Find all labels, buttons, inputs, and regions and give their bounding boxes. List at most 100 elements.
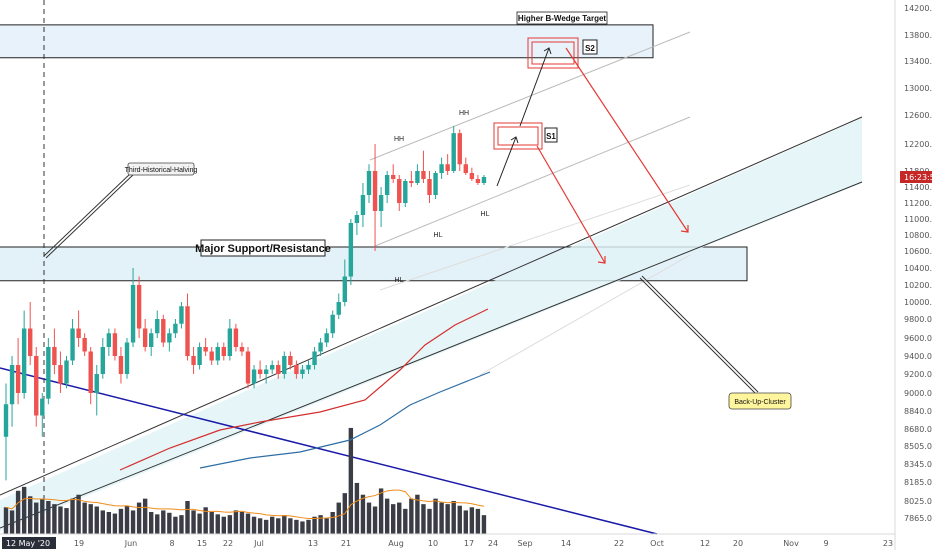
arrow-head	[680, 225, 689, 233]
y-tick-label: 9200.00	[904, 370, 932, 379]
y-tick-label: 9800.00	[904, 315, 932, 324]
volume-bar	[130, 510, 136, 534]
candle-body	[251, 369, 257, 384]
candle-body	[161, 319, 166, 343]
y-tick-label: 12200.00	[904, 140, 932, 149]
volume-bar	[112, 513, 118, 534]
candle-body	[136, 285, 142, 329]
y-tick-label: 14200.00	[904, 4, 932, 13]
candle-body	[34, 356, 39, 416]
volume-bar	[179, 515, 184, 534]
volume-bar	[161, 510, 166, 534]
candle-body	[288, 356, 293, 365]
current-price-tag	[900, 171, 932, 183]
candle-body	[384, 175, 390, 195]
x-tick-label: 24	[488, 539, 498, 548]
halving-label-box	[127, 162, 195, 176]
ma-red-line	[119, 308, 489, 471]
candle-body	[15, 365, 21, 393]
candle-body	[106, 333, 112, 347]
channel-lower-line	[0, 181, 863, 529]
volume-bar	[463, 510, 468, 534]
target-label: Higher B-Wedge Target	[518, 14, 606, 23]
candle-body	[118, 356, 124, 374]
candle-body	[457, 133, 462, 165]
volume-bar	[3, 507, 9, 534]
y-tick-label: 8185.00	[904, 478, 932, 487]
red-arrow-s1-down	[536, 145, 606, 264]
y-tick-label: 9400.00	[904, 352, 932, 361]
candle-body	[433, 173, 438, 195]
volume-bar	[167, 512, 172, 534]
candle-body	[21, 328, 27, 393]
volume-bar	[124, 505, 130, 534]
candle-body	[481, 177, 487, 183]
y-tick-label: 10000.00	[904, 298, 932, 307]
candle-body	[348, 223, 354, 277]
volume-bar	[9, 510, 15, 534]
volume-bar	[82, 502, 87, 534]
volume-bar	[378, 488, 384, 534]
x-tick-label: 15	[197, 539, 207, 548]
volume-bar	[451, 501, 456, 534]
volume-bar	[149, 512, 154, 534]
wedge-mid-line	[374, 116, 691, 247]
candle-body	[203, 347, 208, 352]
x-axis-ticks: 12 May '20 19 Jun 8 15 22 Jul 13 21 Aug 10 17 24 Sep 1…	[2, 537, 893, 549]
x-tick-label: 10	[428, 539, 438, 548]
candle-body	[415, 171, 420, 183]
volume-bar	[270, 516, 275, 534]
candle-body	[263, 369, 269, 374]
candle-body	[300, 369, 305, 374]
s1-label-box	[544, 127, 558, 143]
x-tick-label: Nov	[783, 539, 799, 548]
volume-bar	[312, 516, 317, 534]
volume-bar	[354, 482, 360, 534]
channel-upper-line	[0, 116, 863, 496]
swing-label: HL	[481, 211, 490, 218]
candle-body	[445, 164, 450, 171]
volume-bar	[76, 494, 81, 534]
candle-body	[173, 323, 178, 334]
candle-body	[342, 276, 347, 302]
volume-bar	[330, 512, 335, 534]
halving-callout-line	[45, 173, 135, 259]
y-tick-label: 10600.00	[904, 247, 932, 256]
volume-bar	[40, 498, 45, 534]
volume-ma-line	[5, 489, 485, 519]
moving-averages	[119, 308, 491, 471]
volume-bar	[415, 494, 420, 534]
candle-body	[197, 347, 202, 365]
volume-bar	[221, 516, 226, 534]
candle-body	[142, 328, 148, 347]
volume-bar	[227, 515, 233, 534]
x-tick-label: 20	[733, 539, 743, 548]
volume-bar	[360, 494, 366, 534]
volume-bar	[118, 508, 124, 534]
y-tick-label: 8680.00	[904, 425, 932, 434]
volume-bar	[142, 498, 148, 534]
y-tick-label: 7865.00	[904, 514, 932, 523]
candle-body	[179, 306, 184, 324]
x-tick-label: 9	[823, 539, 828, 548]
volume-bar	[203, 507, 208, 534]
candle-body	[276, 365, 281, 374]
channel-lines	[0, 0, 863, 535]
volume-bar	[427, 508, 432, 534]
candle-body	[372, 171, 378, 211]
volume-bar	[155, 514, 160, 534]
volume-bar	[366, 502, 372, 534]
volume-bar	[348, 427, 354, 534]
candle-body	[233, 328, 239, 347]
candle-body	[354, 215, 360, 223]
x-tick-highlight	[2, 537, 56, 549]
candle-body	[52, 347, 57, 365]
candle-body	[257, 369, 263, 374]
y-tick-label: 11000.00	[904, 215, 932, 224]
volume-bar	[391, 504, 396, 534]
volume-bar	[46, 501, 51, 534]
s1-outer-box	[493, 122, 543, 150]
x-tick-label: Sep	[517, 539, 532, 548]
candle-body	[378, 195, 384, 211]
